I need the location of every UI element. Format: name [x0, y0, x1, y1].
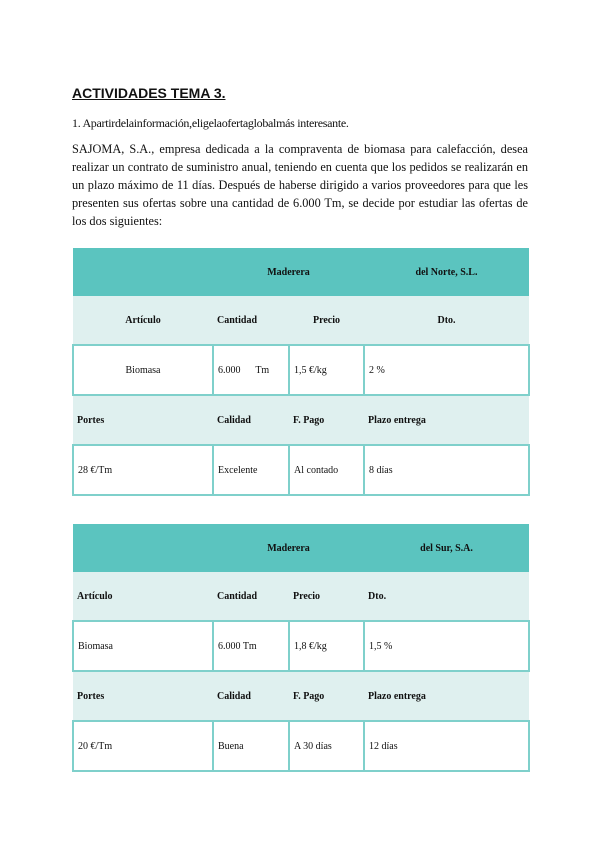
- supplier-name-part2: del Norte, S.L.: [364, 248, 530, 296]
- offer-table-norte: Maderera del Norte, S.L. Artículo Cantid…: [72, 248, 531, 496]
- offer-table-sur: Maderera del Sur, S.A. Artículo Cantidad…: [72, 524, 531, 772]
- col-header: F. Pago: [289, 671, 365, 721]
- table-header-row: Maderera del Norte, S.L.: [73, 248, 530, 296]
- table-row: Biomasa 6.000 Tm 1,8 €/kg 1,5 %: [72, 620, 531, 672]
- supplier-name-part2: del Sur, S.A.: [364, 524, 530, 572]
- col-header: Cantidad: [213, 572, 289, 621]
- cell: 2 %: [363, 344, 531, 396]
- col-header: Calidad: [213, 671, 289, 721]
- table-row: 20 €/Tm Buena A 30 días 12 días: [72, 720, 531, 772]
- col-header: Plazo entrega: [364, 395, 530, 445]
- cell: Excelente: [212, 444, 290, 496]
- cell: 1,8 €/kg: [287, 620, 366, 672]
- col-header: Artículo: [73, 296, 213, 345]
- col-header: Artículo: [73, 572, 213, 621]
- cell: 6.000 Tm: [212, 620, 290, 672]
- col-header: Precio: [289, 572, 365, 621]
- table-subheader-row: Artículo Cantidad Precio Dto.: [73, 572, 530, 621]
- col-header: Portes: [73, 395, 213, 445]
- col-header: Dto.: [364, 296, 530, 345]
- cell: A 30 días: [287, 720, 366, 772]
- problem-statement: SAJOMA, S.A., empresa dedicada a la comp…: [72, 142, 528, 228]
- table-row: Biomasa 6.000 Tm 1,5 €/kg 2 %: [72, 344, 531, 396]
- col-header: Calidad: [213, 395, 289, 445]
- col-header: Cantidad: [213, 296, 289, 345]
- cell: 28 €/Tm: [72, 444, 214, 496]
- col-header: Plazo entrega: [364, 671, 530, 721]
- cell: 1,5 %: [363, 620, 531, 672]
- col-header: F. Pago: [289, 395, 365, 445]
- table-subheader-row: Artículo Cantidad Precio Dto.: [73, 296, 530, 345]
- page-title: ACTIVIDADES TEMA 3.: [72, 85, 226, 101]
- cell: 8 días: [363, 444, 531, 496]
- cell: Biomasa: [72, 620, 214, 672]
- col-header: Precio: [289, 296, 365, 345]
- supplier-name-part1: Maderera: [213, 524, 365, 572]
- cell: Buena: [212, 720, 290, 772]
- cell: Biomasa: [72, 344, 214, 396]
- col-header: Portes: [73, 671, 213, 721]
- cell: 1,5 €/kg: [287, 344, 366, 396]
- supplier-name-part1: Maderera: [213, 248, 365, 296]
- cell: 6.000 Tm: [212, 344, 290, 396]
- cell: Al contado: [287, 444, 366, 496]
- table-header-row: Maderera del Sur, S.A.: [73, 524, 530, 572]
- table-subheader-row: Portes Calidad F. Pago Plazo entrega: [73, 671, 530, 721]
- table-row: 28 €/Tm Excelente Al contado 8 días: [72, 444, 531, 496]
- question: 1. Apartirdelainformación,eligelaofertag…: [72, 116, 349, 130]
- col-header: Dto.: [364, 572, 530, 621]
- table-subheader-row: Portes Calidad F. Pago Plazo entrega: [73, 395, 530, 445]
- cell: 12 días: [363, 720, 531, 772]
- cell: 20 €/Tm: [72, 720, 214, 772]
